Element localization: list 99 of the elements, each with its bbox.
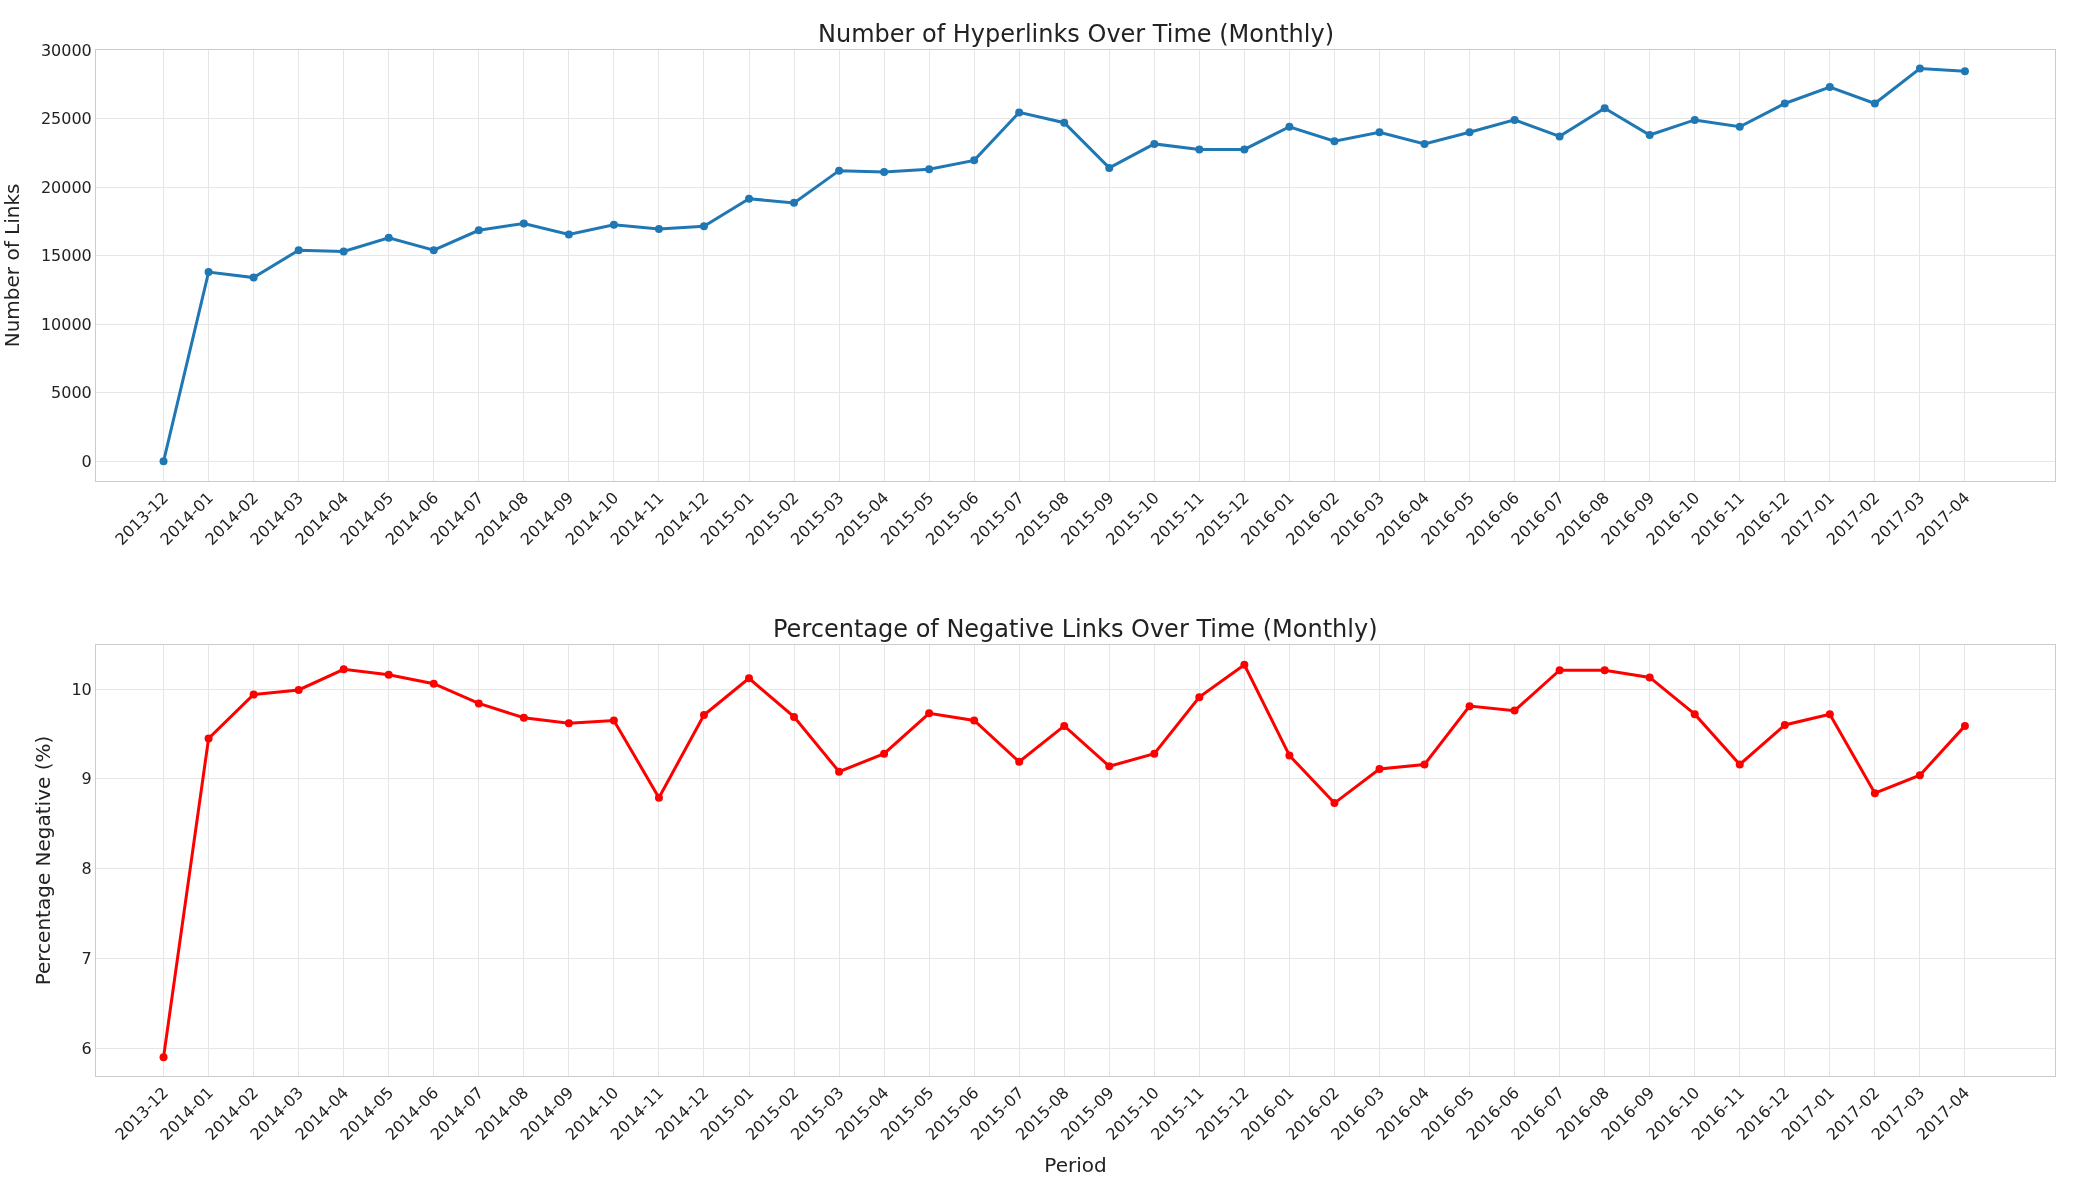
point xyxy=(745,194,753,203)
point xyxy=(159,457,168,466)
point xyxy=(1375,764,1384,773)
point xyxy=(880,168,889,177)
point xyxy=(1105,762,1114,771)
point xyxy=(1465,702,1474,711)
point xyxy=(1420,760,1429,769)
y-tick-label: 10000 xyxy=(40,314,92,334)
point xyxy=(699,711,708,720)
point xyxy=(294,685,303,694)
y-tick-label: 8 xyxy=(81,859,92,879)
y-tick-label: 30000 xyxy=(40,40,92,60)
y-tick-label: 25000 xyxy=(40,109,92,129)
point xyxy=(1240,145,1249,154)
y-tick-label: 20000 xyxy=(40,177,92,197)
point xyxy=(564,719,573,728)
y-tick-label: 15000 xyxy=(40,246,92,266)
point xyxy=(519,713,528,722)
point xyxy=(1105,163,1114,172)
y-tick-label: 5000 xyxy=(51,383,92,403)
point xyxy=(1870,789,1879,798)
point xyxy=(339,247,348,256)
point xyxy=(1240,660,1249,669)
point xyxy=(1870,99,1879,108)
y-axis-title: Percentage Negative (%) xyxy=(30,735,55,986)
point xyxy=(835,166,844,175)
point xyxy=(925,165,934,174)
point xyxy=(249,273,258,282)
point xyxy=(970,156,979,165)
point xyxy=(1195,145,1204,154)
y-tick-label: 7 xyxy=(81,948,92,968)
point xyxy=(429,679,438,688)
point xyxy=(1600,104,1609,113)
point xyxy=(1465,128,1474,137)
point xyxy=(1330,799,1339,808)
point xyxy=(1735,760,1744,769)
point xyxy=(880,749,889,758)
point xyxy=(1645,673,1654,682)
point xyxy=(609,716,618,725)
point xyxy=(1960,67,1969,76)
point xyxy=(1015,108,1024,117)
point xyxy=(339,665,348,674)
point xyxy=(1645,131,1654,139)
point xyxy=(1285,122,1294,131)
point xyxy=(1915,64,1924,73)
y-tick-label: 0 xyxy=(81,451,92,471)
point xyxy=(1825,710,1834,719)
point xyxy=(925,709,934,718)
point xyxy=(1735,122,1744,131)
point xyxy=(384,670,393,679)
point xyxy=(249,690,258,699)
point xyxy=(609,220,618,229)
point xyxy=(1825,83,1834,92)
point xyxy=(970,716,979,725)
y-tick-label: 6 xyxy=(81,1038,92,1058)
point xyxy=(654,224,663,233)
point xyxy=(1375,128,1384,137)
point xyxy=(204,268,213,277)
point xyxy=(1915,771,1924,780)
point xyxy=(204,734,213,743)
point xyxy=(384,233,393,242)
point xyxy=(1015,757,1024,766)
point xyxy=(1600,666,1609,675)
point xyxy=(1690,115,1699,124)
point xyxy=(1195,693,1204,702)
point xyxy=(1510,115,1519,124)
chart-title: Number of Hyperlinks Over Time (Monthly) xyxy=(818,20,1335,48)
point xyxy=(1780,720,1789,729)
point xyxy=(1690,710,1699,719)
y-tick-label: 9 xyxy=(81,769,92,789)
point xyxy=(835,767,844,776)
y-axis-title: Number of Links xyxy=(0,183,25,348)
point xyxy=(474,699,483,708)
point xyxy=(1150,139,1159,148)
point xyxy=(1330,137,1339,146)
point xyxy=(564,230,573,239)
point xyxy=(1960,721,1969,730)
point xyxy=(1780,99,1789,108)
point xyxy=(1060,721,1069,730)
point xyxy=(654,793,663,802)
point xyxy=(745,674,753,683)
point xyxy=(790,198,799,207)
point xyxy=(699,222,708,231)
point xyxy=(474,226,483,235)
y-tick-label: 10 xyxy=(71,679,92,699)
point xyxy=(519,219,528,228)
point xyxy=(159,1053,168,1062)
point xyxy=(790,712,799,721)
chart-title: Percentage of Negative Links Over Time (Monthly) xyxy=(773,615,1378,643)
point xyxy=(1285,751,1294,760)
x-axis-title: Period xyxy=(1044,1153,1107,1178)
point xyxy=(1060,118,1069,127)
point xyxy=(1555,132,1564,141)
point xyxy=(1510,706,1519,715)
point xyxy=(429,246,438,255)
point xyxy=(1555,666,1564,675)
point xyxy=(294,246,303,255)
point xyxy=(1420,139,1429,148)
point xyxy=(1150,749,1159,758)
